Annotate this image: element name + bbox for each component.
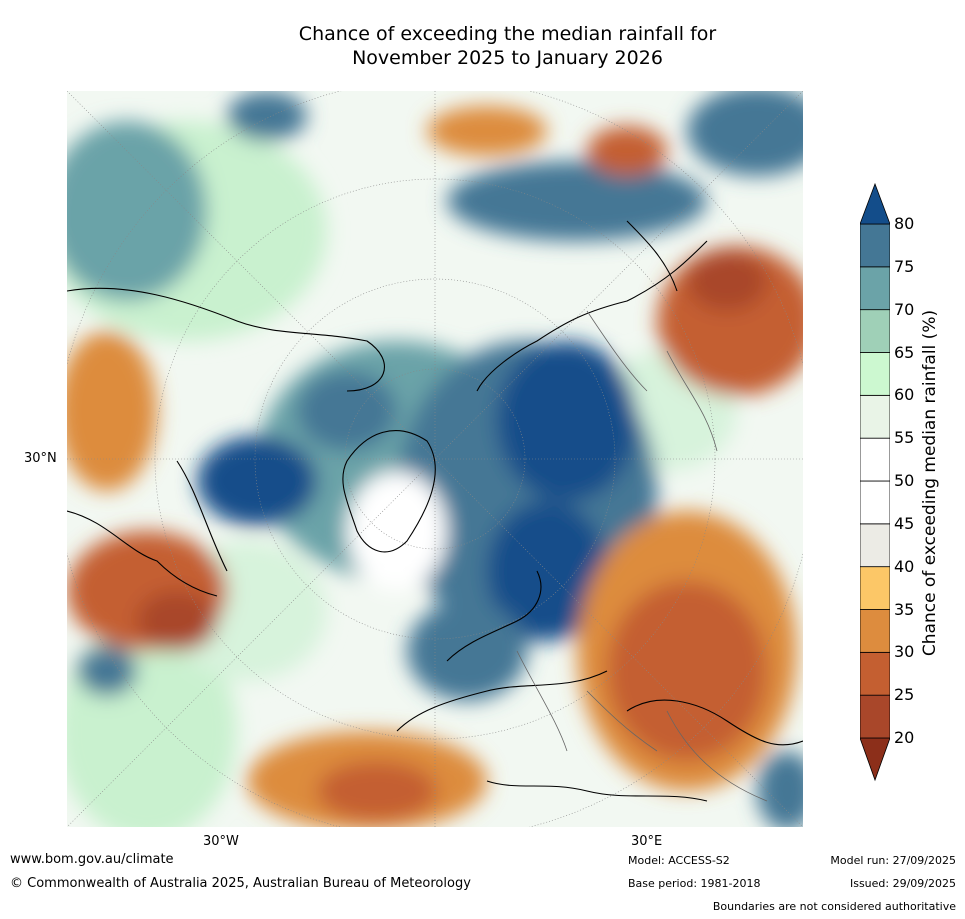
colorbar-segment — [860, 566, 890, 610]
coastlines — [67, 220, 803, 802]
colorbar-tick-label: 45 — [894, 513, 915, 533]
chart-title: Chance of exceeding the median rainfall … — [0, 22, 965, 70]
colorbar-tick-label: 60 — [894, 385, 915, 405]
colorbar-segment — [860, 437, 890, 482]
colorbar-extension-high — [860, 182, 890, 225]
website-link[interactable]: www.bom.gov.au/climate — [10, 852, 174, 867]
colorbar-segment — [860, 523, 890, 568]
colorbar-segment — [860, 609, 890, 653]
model-text: Model: ACCESS-S2 — [628, 854, 730, 867]
colorbar-tick-label: 70 — [894, 299, 915, 319]
model-run-text: Model run: 27/09/2025 — [830, 854, 956, 867]
colorbar-tick-label: 80 — [894, 214, 915, 233]
colorbar-tick-label: 55 — [894, 428, 915, 448]
map-canvas — [67, 91, 803, 827]
colorbar-segment — [860, 694, 890, 739]
issued-text: Issued: 29/09/2025 — [849, 877, 956, 890]
colorbar-segment — [860, 651, 890, 696]
copyright-text: © Commonwealth of Australia 2025, Austra… — [10, 876, 471, 891]
latitude-label-30n: 30°N — [24, 451, 57, 466]
colorbar — [860, 182, 890, 782]
colorbar-label-text: Chance of exceeding median rainfall (%) — [920, 309, 940, 657]
colorbar-tick-label: 30 — [894, 642, 915, 662]
title-line-1: Chance of exceeding the median rainfall … — [298, 23, 717, 45]
colorbar-tick-label: 65 — [894, 342, 915, 362]
rainfall-probability-field — [67, 91, 803, 827]
colorbar-segment — [860, 480, 890, 525]
boundaries-note: Boundaries are not considered authoritat… — [712, 900, 956, 913]
colorbar-segments — [860, 182, 890, 782]
colorbar-segment — [860, 309, 890, 353]
colorbar-tick-label: 75 — [894, 256, 915, 276]
colorbar-tick-label: 20 — [894, 728, 915, 747]
colorbar-segment — [860, 352, 890, 396]
colorbar-tick-label: 40 — [894, 556, 915, 576]
colorbar-tick-label: 25 — [894, 685, 915, 705]
colorbar-segment — [860, 223, 890, 268]
colorbar-tick-label: 50 — [894, 471, 915, 490]
colorbar-segment — [860, 394, 890, 439]
longitude-label-30w: 30°W — [203, 834, 239, 849]
title-line-2: November 2025 to January 2026 — [352, 47, 663, 69]
graticule — [67, 91, 803, 827]
polar-map — [67, 91, 803, 827]
base-period-text: Base period: 1981-2018 — [628, 877, 761, 890]
colorbar-extension-low — [860, 737, 890, 782]
longitude-label-30e: 30°E — [631, 834, 663, 849]
colorbar-tick-label: 35 — [894, 599, 915, 619]
country-boundaries — [516, 310, 768, 802]
colorbar-segment — [860, 266, 890, 311]
